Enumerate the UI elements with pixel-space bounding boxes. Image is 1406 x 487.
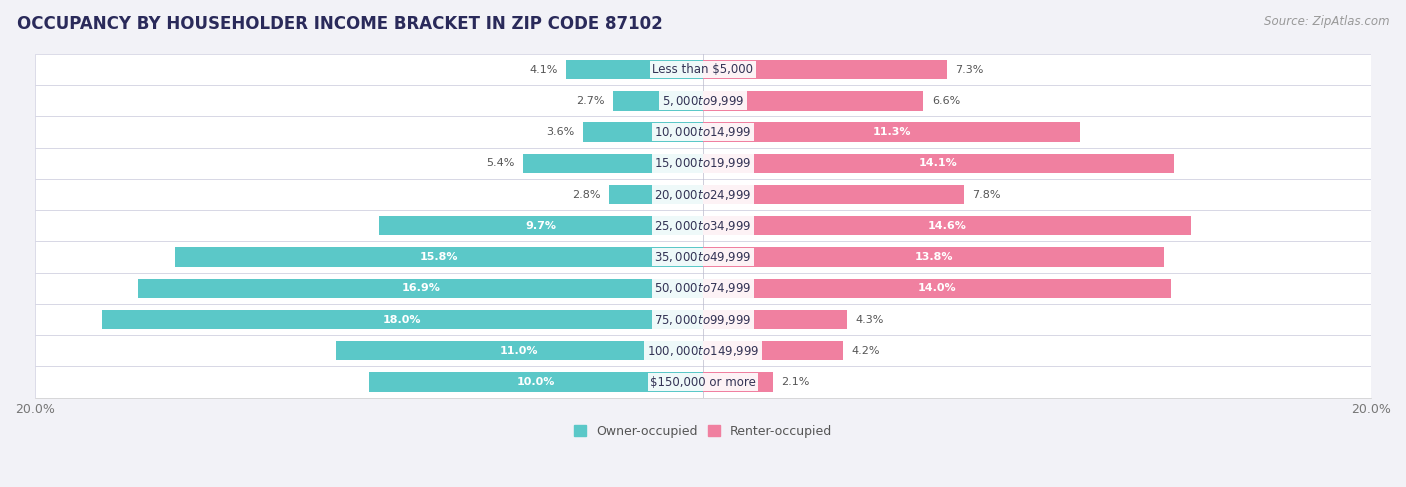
Text: $25,000 to $34,999: $25,000 to $34,999 [654, 219, 752, 233]
Bar [35, 116, 1371, 148]
Bar [380, 216, 703, 236]
Legend: Owner-occupied, Renter-occupied: Owner-occupied, Renter-occupied [568, 420, 838, 443]
Text: 13.8%: 13.8% [914, 252, 953, 262]
Text: 9.7%: 9.7% [526, 221, 557, 231]
Text: 5.4%: 5.4% [486, 158, 515, 169]
Text: 4.3%: 4.3% [855, 315, 883, 324]
Text: 14.1%: 14.1% [920, 158, 957, 169]
Bar [567, 60, 703, 79]
Text: 2.7%: 2.7% [576, 96, 605, 106]
Text: 11.3%: 11.3% [873, 127, 911, 137]
Bar [101, 310, 703, 329]
Bar [35, 335, 1371, 366]
Text: 4.2%: 4.2% [852, 346, 880, 356]
Bar [138, 279, 703, 298]
Text: 10.0%: 10.0% [517, 377, 555, 387]
Bar [35, 179, 1371, 210]
Bar [703, 122, 1080, 142]
Bar [368, 373, 703, 392]
Bar [35, 242, 1371, 273]
Bar [35, 366, 1371, 398]
Bar [703, 185, 963, 204]
Text: 7.3%: 7.3% [955, 65, 984, 75]
Bar [703, 91, 924, 111]
Text: $75,000 to $99,999: $75,000 to $99,999 [654, 313, 752, 327]
Bar [703, 247, 1164, 267]
Bar [582, 122, 703, 142]
Bar [523, 153, 703, 173]
Text: 11.0%: 11.0% [501, 346, 538, 356]
Text: 4.1%: 4.1% [529, 65, 558, 75]
Text: $100,000 to $149,999: $100,000 to $149,999 [647, 344, 759, 358]
Bar [613, 91, 703, 111]
Text: 18.0%: 18.0% [382, 315, 422, 324]
Text: $5,000 to $9,999: $5,000 to $9,999 [662, 94, 744, 108]
Text: 16.9%: 16.9% [401, 283, 440, 293]
Bar [703, 60, 946, 79]
Text: Less than $5,000: Less than $5,000 [652, 63, 754, 76]
Bar [703, 341, 844, 360]
Bar [609, 185, 703, 204]
Bar [703, 373, 773, 392]
Text: $50,000 to $74,999: $50,000 to $74,999 [654, 281, 752, 295]
Bar [35, 54, 1371, 85]
Text: $20,000 to $24,999: $20,000 to $24,999 [654, 187, 752, 202]
Text: OCCUPANCY BY HOUSEHOLDER INCOME BRACKET IN ZIP CODE 87102: OCCUPANCY BY HOUSEHOLDER INCOME BRACKET … [17, 15, 662, 33]
Bar [35, 85, 1371, 116]
Bar [35, 210, 1371, 242]
Text: 2.8%: 2.8% [572, 189, 602, 200]
Text: 2.1%: 2.1% [782, 377, 810, 387]
Text: Source: ZipAtlas.com: Source: ZipAtlas.com [1264, 15, 1389, 28]
Bar [35, 148, 1371, 179]
Bar [703, 153, 1174, 173]
Text: 7.8%: 7.8% [972, 189, 1001, 200]
Text: 14.6%: 14.6% [928, 221, 966, 231]
Text: $15,000 to $19,999: $15,000 to $19,999 [654, 156, 752, 170]
Text: 15.8%: 15.8% [420, 252, 458, 262]
Bar [35, 273, 1371, 304]
Text: $10,000 to $14,999: $10,000 to $14,999 [654, 125, 752, 139]
Bar [703, 216, 1191, 236]
Text: 3.6%: 3.6% [546, 127, 575, 137]
Bar [176, 247, 703, 267]
Bar [703, 279, 1171, 298]
Text: 14.0%: 14.0% [918, 283, 956, 293]
Text: 6.6%: 6.6% [932, 96, 960, 106]
Text: $150,000 or more: $150,000 or more [650, 375, 756, 389]
Bar [703, 310, 846, 329]
Bar [336, 341, 703, 360]
Bar [35, 304, 1371, 335]
Text: $35,000 to $49,999: $35,000 to $49,999 [654, 250, 752, 264]
